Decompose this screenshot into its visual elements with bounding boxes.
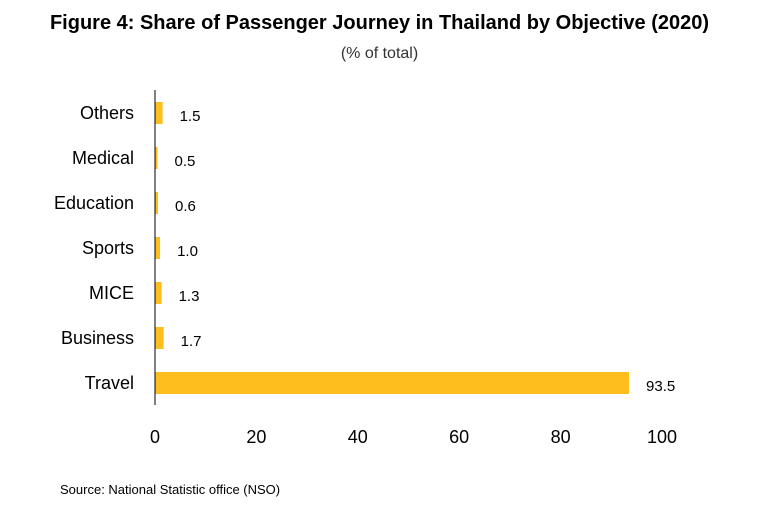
data-label-mice: 1.3 <box>179 288 200 305</box>
chart-subtitle: (% of total) <box>340 45 419 62</box>
x-tick-label: 60 <box>449 427 469 447</box>
bars-layer <box>155 102 630 394</box>
data-label-medical: 0.5 <box>175 153 196 170</box>
category-label-travel: Travel <box>85 373 134 393</box>
bar-education <box>155 192 159 214</box>
data-label-sports: 1.0 <box>177 243 198 260</box>
category-label-mice: MICE <box>89 283 134 303</box>
category-label-business: Business <box>61 328 134 348</box>
bar-others <box>155 102 163 124</box>
category-label-education: Education <box>54 193 134 213</box>
x-tick-label: 20 <box>246 427 266 447</box>
chart-title: Figure 4: Share of Passenger Journey in … <box>49 12 710 34</box>
category-label-medical: Medical <box>72 148 134 168</box>
bar-business <box>155 327 164 349</box>
category-labels: Others 1.5 Medical 0.5 Education 0.6 Sports 1.0… <box>54 103 675 395</box>
x-axis-ticks: 0 20 40 60 80 100 <box>150 427 677 447</box>
category-label-sports: Sports <box>82 238 134 258</box>
x-tick-label: 80 <box>551 427 571 447</box>
bar-mice <box>155 282 162 304</box>
x-tick-label: 40 <box>348 427 368 447</box>
bar-travel <box>155 372 630 394</box>
data-label-business: 1.7 <box>181 333 202 350</box>
bar-medical <box>155 147 158 169</box>
x-tick-label: 0 <box>150 427 160 447</box>
x-tick-label: 100 <box>647 427 677 447</box>
data-label-others: 1.5 <box>180 108 201 125</box>
data-label-education: 0.6 <box>175 198 196 215</box>
category-label-others: Others <box>80 103 134 123</box>
data-label-travel: 93.5 <box>646 378 675 395</box>
source-note: Source: National Statistic office (NSO) <box>60 482 281 497</box>
bar-sports <box>155 237 161 259</box>
